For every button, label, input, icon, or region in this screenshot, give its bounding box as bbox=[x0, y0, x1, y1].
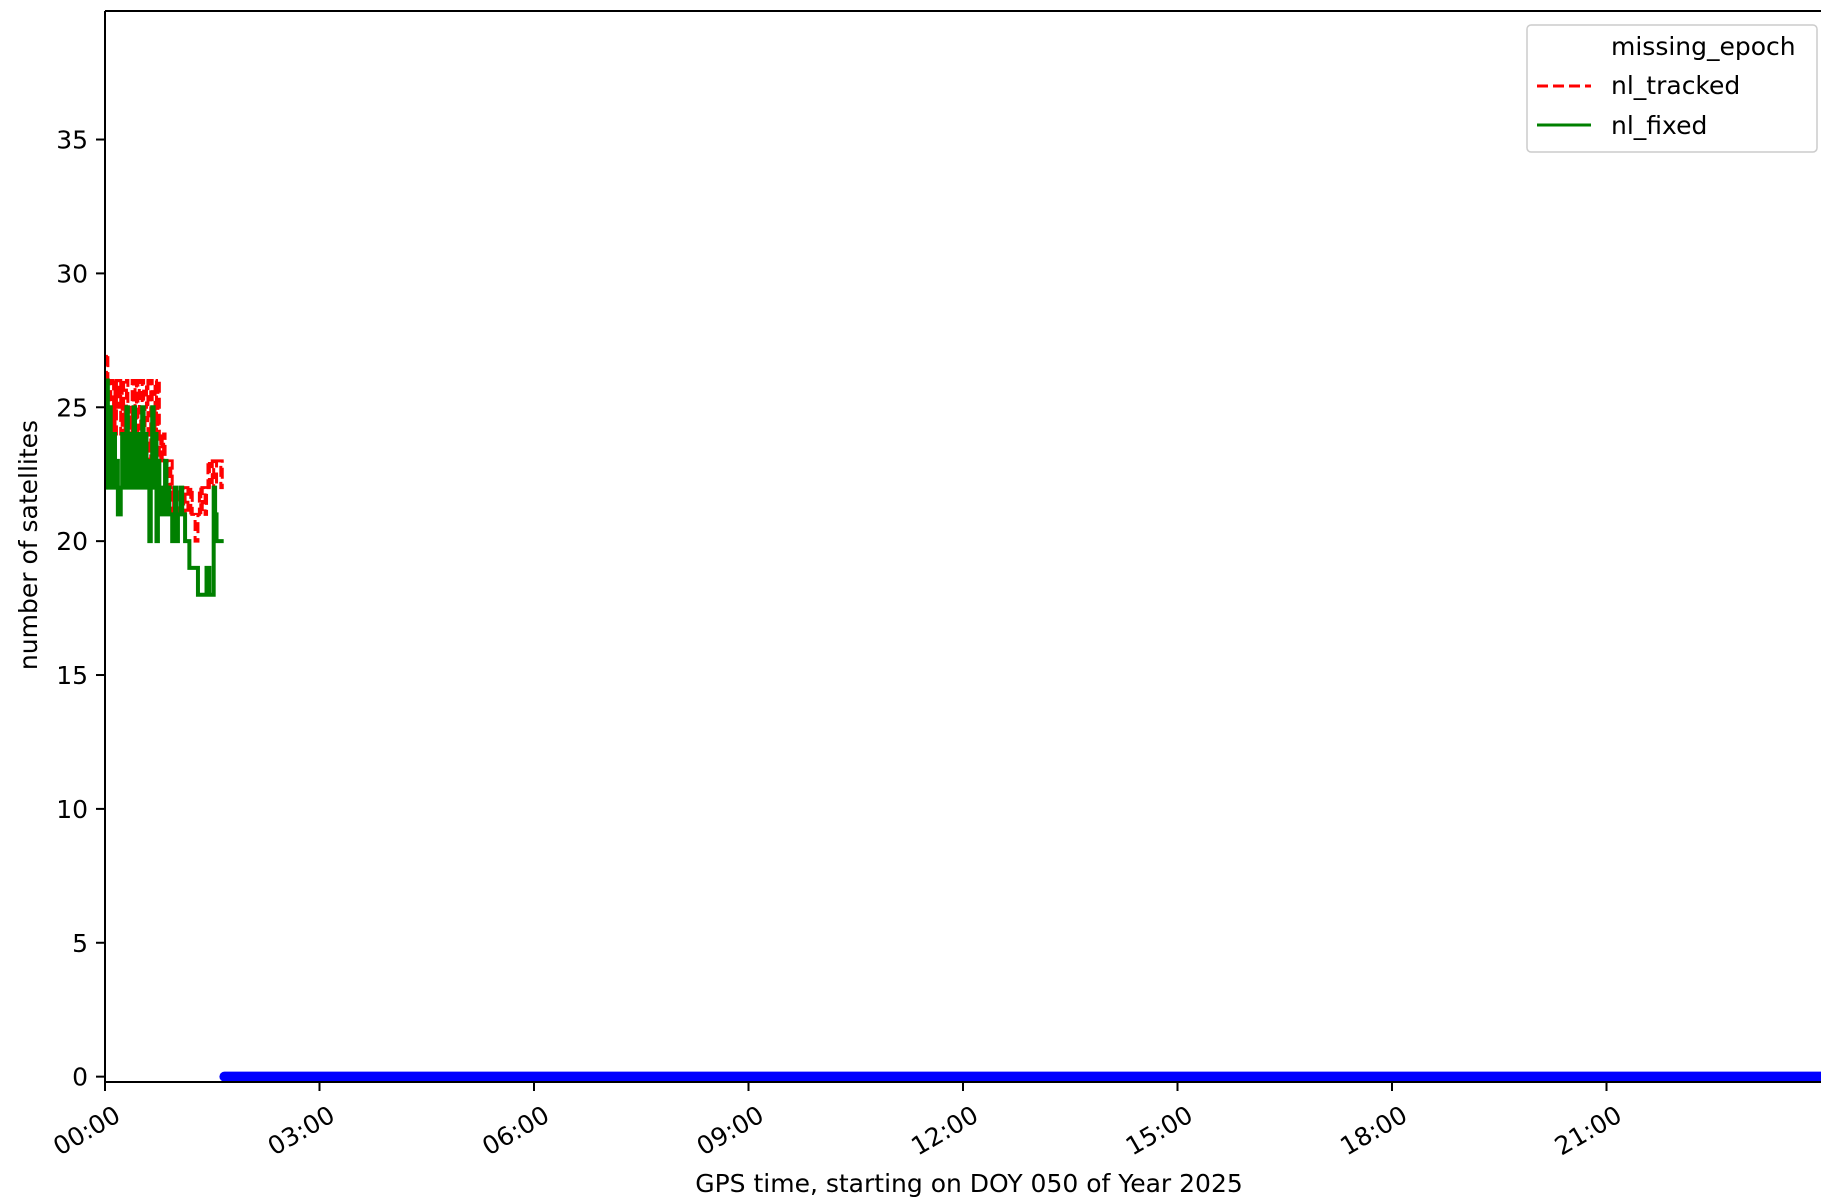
y-axis-ticks: 0 5 10 15 20 25 30 35 bbox=[56, 126, 105, 1092]
y-tick-label: 25 bbox=[56, 393, 88, 422]
y-tick-label: 20 bbox=[56, 527, 88, 556]
plot-area bbox=[104, 352, 1821, 1082]
y-tick-label: 10 bbox=[56, 795, 88, 824]
y-tick-label: 5 bbox=[72, 929, 88, 958]
legend-label-missing-epoch: missing_epoch bbox=[1611, 32, 1796, 61]
legend: missing_epoch nl_tracked nl_fixed bbox=[1526, 24, 1818, 153]
legend-label-nl-fixed: nl_fixed bbox=[1611, 111, 1707, 140]
y-tick-label: 30 bbox=[56, 259, 88, 288]
legend-label-nl-tracked: nl_tracked bbox=[1611, 71, 1740, 100]
y-axis-label: number of satellites bbox=[14, 420, 43, 670]
y-tick-label: 0 bbox=[72, 1063, 88, 1092]
y-tick-label: 35 bbox=[56, 126, 88, 155]
series-nl-fixed-line bbox=[104, 378, 224, 597]
y-tick-label: 15 bbox=[56, 661, 88, 690]
legend-frame bbox=[1526, 24, 1818, 153]
x-axis-label: GPS time, starting on DOY 050 of Year 20… bbox=[695, 1169, 1243, 1198]
